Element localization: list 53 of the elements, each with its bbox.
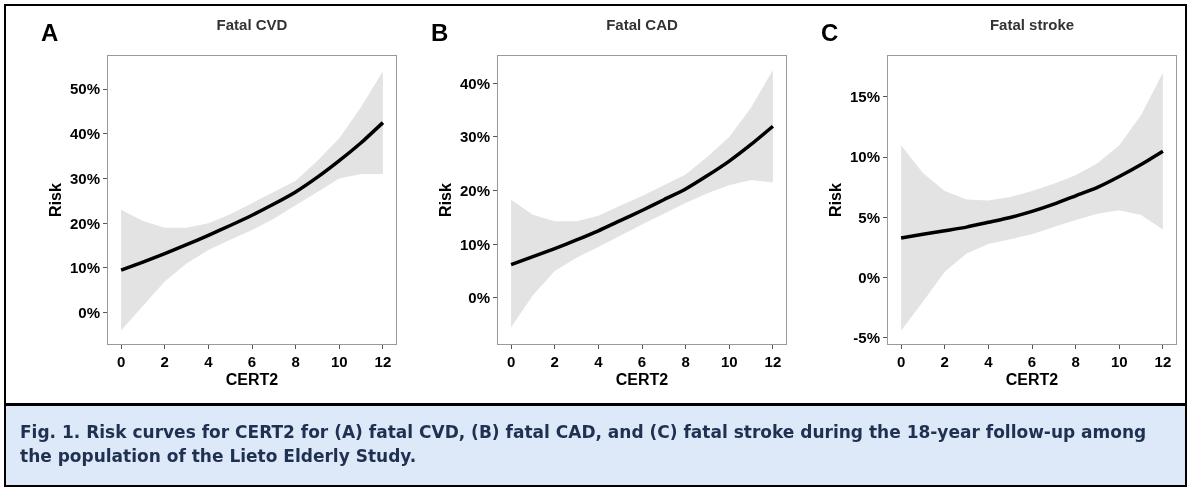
text: C [821,19,839,46]
x-tick-label: 6 [637,353,647,370]
x-tick-label: 4 [984,353,994,370]
y-tick-label: 0% [78,303,100,321]
line-series [899,149,1165,240]
x-tick-label: 0 [896,353,906,370]
y-tick-label: 20% [459,181,490,199]
x-tick-label: 10 [1110,353,1128,370]
x-tick-label: 6 [1027,353,1037,370]
x-axis-title: CERT2 [225,370,279,388]
x-axis-title: CERT2 [1005,370,1059,388]
x-tick-label: 2 [550,353,559,370]
x-tick-label: 8 [291,353,300,370]
x-tick-label: 2 [160,353,169,370]
x-tick-label: 4 [594,353,604,370]
x-tick-label: 0 [116,353,126,370]
y-axis-title: Risk [46,183,64,217]
y-tick-label: 50% [69,80,100,98]
y-tick-label: 15% [849,88,880,106]
line-series [509,124,775,267]
y-tick-label: 10% [849,148,880,166]
x-tick-label: 0 [506,353,516,370]
y-tick-label: 0% [468,289,490,307]
x-tick-label: 4 [204,353,214,370]
y-tick-label: 30% [459,128,490,146]
y-tick-label: 5% [858,208,880,226]
y-tick-label: 20% [69,214,100,232]
x-axis-title: CERT2 [615,370,669,388]
x-tick-label: 12 [374,353,392,370]
x-tick-label: 8 [681,353,690,370]
y-tick-label: 30% [69,169,100,187]
chart-title: Fatal CVD [216,16,288,34]
y-tick-label: 0% [858,268,880,286]
x-tick-label: 10 [720,353,738,370]
x-tick-label: 6 [247,353,257,370]
x-tick-label: 2 [940,353,949,370]
caption: Fig. 1. Risk curves for CERT2 for (A) fatal CVD, (B) fatal CAD, and (C) fatal stroke during the 18-year follow-up among the population of the Lieto Elderly Study. [6,403,1185,485]
y-tick-label: 40% [69,125,100,143]
line-series [119,120,385,272]
text: A [41,19,59,46]
x-tick-label: 12 [764,353,782,370]
chart-title: Fatal stroke [989,16,1075,34]
y-tick-label: 10% [459,235,490,253]
x-tick-label: 8 [1071,353,1080,370]
text: B [431,19,449,46]
chart-title: Fatal CAD [606,16,678,34]
y-axis-title: Risk [436,183,454,217]
x-tick-label: 10 [330,353,348,370]
x-tick-label: 12 [1154,353,1172,370]
y-axis-title: Risk [826,183,844,217]
y-tick-label: 10% [69,259,100,277]
y-tick-label: -5% [853,329,880,347]
y-tick-label: 40% [459,74,490,92]
